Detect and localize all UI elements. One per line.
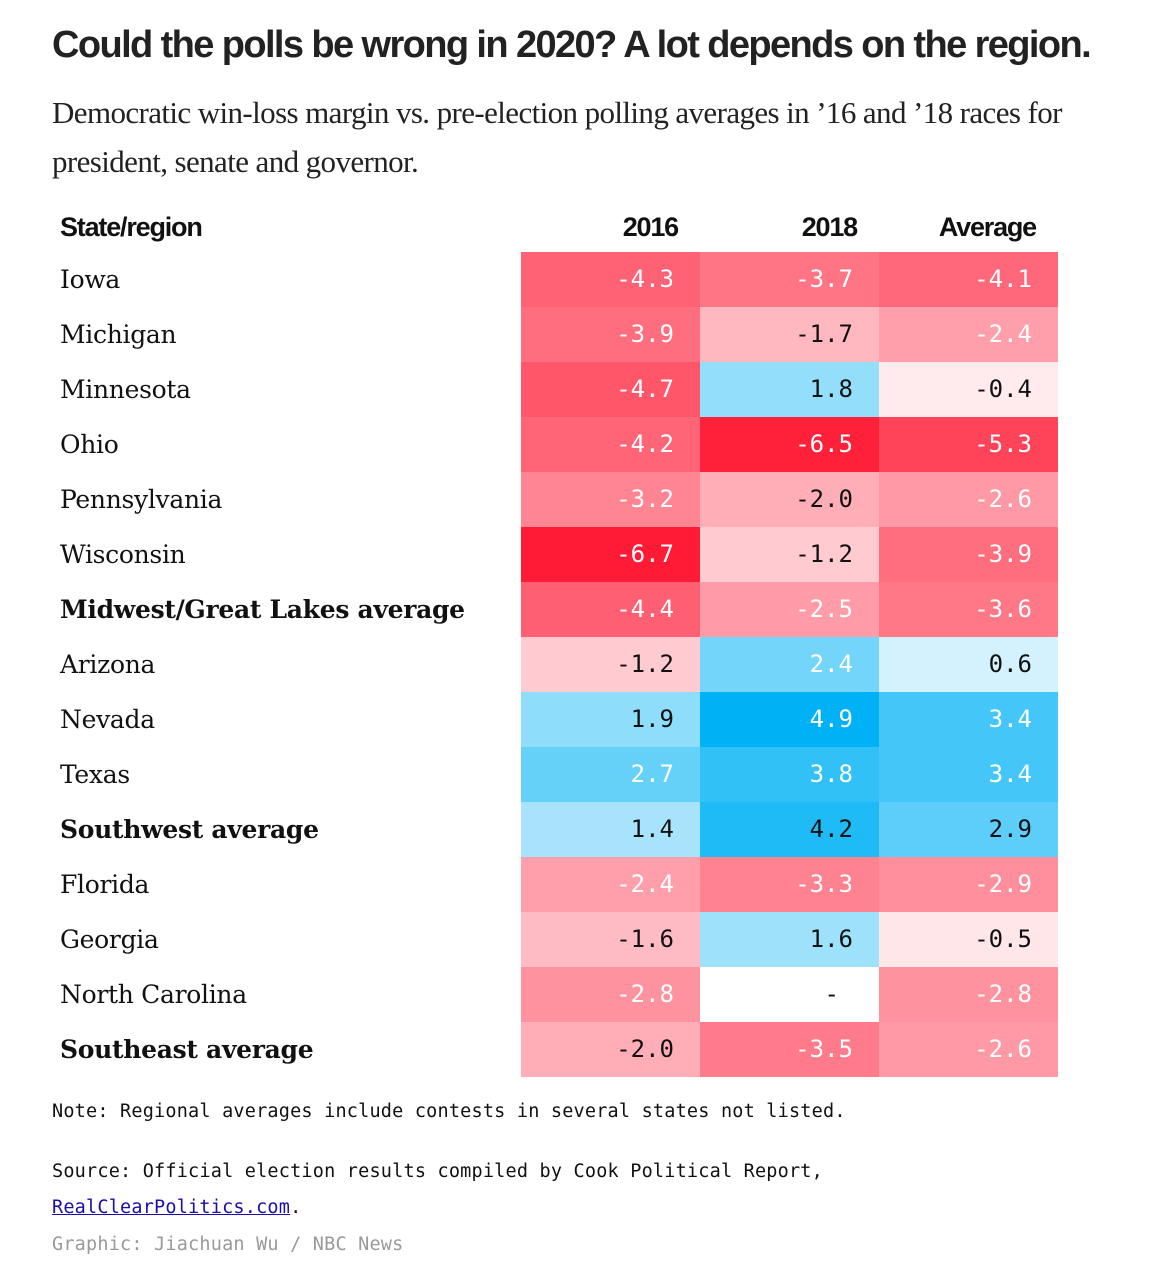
heatmap-cell: -2.0: [521, 1022, 700, 1077]
heatmap-cell: -6.7: [521, 527, 700, 582]
footer-source: Source: Official election results compil…: [52, 1161, 823, 1182]
header-state-region: State/region: [60, 212, 203, 242]
heatmap-cell: -3.9: [879, 527, 1058, 582]
row-label: Texas: [60, 760, 130, 789]
source-text: Source: Official election results compil…: [52, 1161, 823, 1182]
heatmap-cell: -3.9: [521, 307, 700, 362]
heatmap-cell: -3.2: [521, 472, 700, 527]
heatmap-cell: 3.4: [879, 692, 1058, 747]
row-label: Pennsylvania: [60, 485, 223, 514]
heatmap-cell: 0.6: [879, 637, 1058, 692]
heatmap-cell: -2.6: [879, 472, 1058, 527]
heatmap-cell: -: [700, 967, 879, 1022]
heatmap-cell: -5.3: [879, 417, 1058, 472]
footer-source-link-line: RealClearPolitics.com.: [52, 1197, 301, 1218]
heatmap-cell: -0.4: [879, 362, 1058, 417]
heatmap-cell: 2.9: [879, 802, 1058, 857]
heatmap-cell: -0.5: [879, 912, 1058, 967]
header-2016: 2016: [622, 212, 679, 242]
heatmap-cell: -2.8: [879, 967, 1058, 1022]
heatmap-cell: 3.4: [879, 747, 1058, 802]
heatmap-cell: -1.7: [700, 307, 879, 362]
heatmap-cell: -4.3: [521, 252, 700, 307]
heatmap-cell: 4.9: [700, 692, 879, 747]
heatmap-cell: -2.4: [879, 307, 1058, 362]
heatmap-cell: -6.5: [700, 417, 879, 472]
row-label: Arizona: [60, 650, 156, 679]
row-label: Georgia: [60, 925, 159, 954]
heatmap-cell: -3.5: [700, 1022, 879, 1077]
heatmap-cell: -1.6: [521, 912, 700, 967]
row-label: Florida: [60, 870, 150, 899]
heatmap-cell: 2.4: [700, 637, 879, 692]
heatmap-cell: 1.4: [521, 802, 700, 857]
row-label: Minnesota: [60, 375, 191, 404]
row-label: Wisconsin: [60, 540, 186, 569]
row-label: North Carolina: [60, 980, 247, 1009]
header-2018: 2018: [801, 212, 858, 242]
header-average: Average: [938, 212, 1037, 242]
heatmap-cell: -2.5: [700, 582, 879, 637]
chart-title: Could the polls be wrong in 2020? A lot …: [52, 24, 1092, 66]
heatmap-cell: -1.2: [700, 527, 879, 582]
row-label: Ohio: [60, 430, 119, 459]
heatmap-cell: 4.2: [700, 802, 879, 857]
row-label: Midwest/Great Lakes average: [60, 595, 465, 624]
heatmap-cell: -2.8: [521, 967, 700, 1022]
row-label: Southeast average: [60, 1035, 314, 1064]
row-label: Nevada: [60, 705, 155, 734]
heatmap-cell: 1.9: [521, 692, 700, 747]
heatmap-cell: 2.7: [521, 747, 700, 802]
chart-subtitle: Democratic win-loss margin vs. pre-elect…: [52, 95, 1062, 179]
heatmap-cell: -1.2: [521, 637, 700, 692]
source-suffix: .: [290, 1197, 302, 1218]
heatmap-cell: -3.3: [700, 857, 879, 912]
heatmap-cell: -4.4: [521, 582, 700, 637]
heatmap-cell: -3.6: [879, 582, 1058, 637]
heatmap-cell: -2.4: [521, 857, 700, 912]
row-label: Southwest average: [60, 815, 319, 844]
heatmap-cell: -2.6: [879, 1022, 1058, 1077]
footer-note: Note: Regional averages include contests…: [52, 1101, 846, 1122]
heatmap-cell: -4.1: [879, 252, 1058, 307]
row-label: Iowa: [60, 265, 121, 294]
footer-credit: Graphic: Jiachuan Wu / NBC News: [52, 1234, 404, 1255]
heatmap-cell: -4.2: [521, 417, 700, 472]
heatmap-cell: 1.8: [700, 362, 879, 417]
heatmap-cell: -2.0: [700, 472, 879, 527]
heatmap-cell: -4.7: [521, 362, 700, 417]
source-link[interactable]: RealClearPolitics.com: [52, 1197, 291, 1218]
heatmap-cell: 1.6: [700, 912, 879, 967]
row-label: Michigan: [60, 320, 177, 349]
heatmap-cell: -3.7: [700, 252, 879, 307]
heatmap-cell: 3.8: [700, 747, 879, 802]
heatmap-cell: -2.9: [879, 857, 1058, 912]
